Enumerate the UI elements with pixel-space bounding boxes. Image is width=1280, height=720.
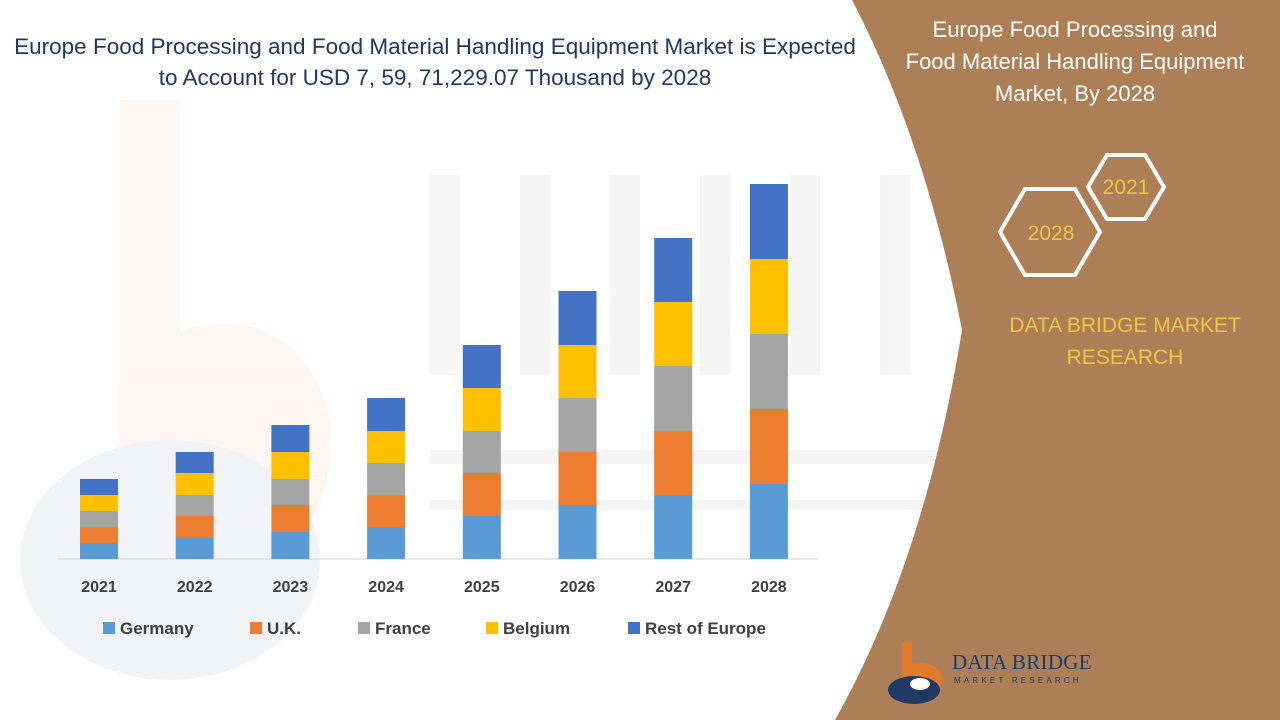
legend-swatch-u-k- xyxy=(250,622,262,634)
side-panel-brand: DATA BRIDGE MARKET RESEARCH xyxy=(1009,314,1241,369)
bar-2026-belgium xyxy=(558,345,597,398)
x-tick-label-2027: 2027 xyxy=(655,579,691,596)
legend-swatch-germany xyxy=(103,622,115,634)
hexagon-recent xyxy=(1085,153,1167,221)
x-tick-label-2024: 2024 xyxy=(368,579,404,596)
bar-2022-france xyxy=(175,495,214,516)
bar-2024-germany xyxy=(367,527,406,559)
hex-label-2028: 2028 xyxy=(1028,222,1075,245)
legend-swatch-france xyxy=(358,622,370,634)
bar-2025-germany xyxy=(462,516,501,559)
bar-2025-france xyxy=(462,431,501,473)
side-panel-background xyxy=(835,0,1280,720)
legend: Germany U.K. France Belgium Rest of Europe xyxy=(103,619,766,638)
legend-label-rest-of-europe: Rest of Europe xyxy=(645,619,766,638)
logo-subtitle: MARKET RESEARCH xyxy=(954,676,1082,685)
bar-2025-u-k- xyxy=(462,473,501,516)
legend-label-france: France xyxy=(375,619,431,638)
bar-2024-rest-of-europe xyxy=(367,398,406,431)
bar-2027-germany xyxy=(654,495,693,559)
hex-label-2021: 2021 xyxy=(1103,176,1150,199)
data-bridge-logo-icon xyxy=(888,642,942,704)
bar-2028-rest-of-europe xyxy=(749,184,788,259)
x-tick-label-2021: 2021 xyxy=(81,579,117,596)
bar-2022-germany xyxy=(175,538,214,559)
legend-swatch-belgium xyxy=(486,622,498,634)
bar-2021-germany xyxy=(80,543,118,559)
x-tick-label-2023: 2023 xyxy=(273,579,309,596)
bar-2028-france xyxy=(749,334,788,409)
bar-2022-belgium xyxy=(175,473,214,495)
bar-2024-u-k- xyxy=(367,495,406,527)
bar-2023-france xyxy=(271,479,310,505)
bar-2024-belgium xyxy=(367,431,406,463)
bar-2025-belgium xyxy=(462,388,501,431)
bar-2028-u-k- xyxy=(749,409,788,484)
legend-label-germany: Germany xyxy=(120,619,194,638)
bar-2026-france xyxy=(558,398,597,452)
bar-2027-belgium xyxy=(654,302,693,366)
bar-2022-u-k- xyxy=(175,516,214,538)
bar-2026-u-k- xyxy=(558,452,597,505)
bar-2024-france xyxy=(367,463,406,495)
legend-label-u-k-: U.K. xyxy=(267,619,301,638)
bar-2027-france xyxy=(654,366,693,431)
bar-2021-rest-of-europe xyxy=(80,479,118,495)
bar-2028-belgium xyxy=(749,259,788,334)
x-tick-label-2028: 2028 xyxy=(751,579,787,596)
bar-2026-germany xyxy=(558,505,597,559)
bar-2025-rest-of-europe xyxy=(462,345,501,388)
side-panel-title: Europe Food Processing and Food Material… xyxy=(905,17,1245,106)
x-tick-label-2026: 2026 xyxy=(560,579,596,596)
x-tick-label-2025: 2025 xyxy=(464,579,500,596)
hexagon-target xyxy=(997,187,1103,277)
bar-2021-belgium xyxy=(80,495,118,511)
bar-2021-u-k- xyxy=(80,527,118,543)
bar-2027-rest-of-europe xyxy=(654,238,693,302)
bars-group xyxy=(80,184,788,559)
bar-2023-germany xyxy=(271,532,310,559)
x-axis-ticks: 2021 2022 2023 2024 2025 2026 2027 2028 xyxy=(81,579,787,596)
bar-2027-u-k- xyxy=(654,431,693,495)
bar-2022-rest-of-europe xyxy=(175,452,214,473)
bar-2023-belgium xyxy=(271,452,310,479)
bar-2028-germany xyxy=(749,484,788,559)
logo-name: DATA BRIDGE xyxy=(952,650,1092,674)
bar-2026-rest-of-europe xyxy=(558,291,597,345)
x-tick-label-2022: 2022 xyxy=(177,579,213,596)
bar-2021-france xyxy=(80,511,118,527)
chart-title: Europe Food Processing and Food Material… xyxy=(14,34,856,90)
legend-label-belgium: Belgium xyxy=(503,619,570,638)
bar-2023-u-k- xyxy=(271,505,310,532)
bar-2023-rest-of-europe xyxy=(271,425,310,452)
legend-swatch-rest-of-europe xyxy=(628,622,640,634)
